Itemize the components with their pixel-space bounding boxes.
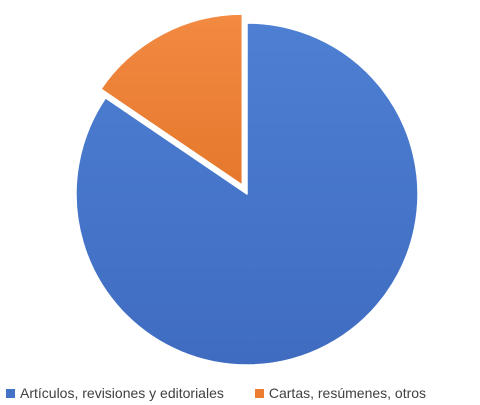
legend-item-cartas: Cartas, resúmenes, otros <box>254 385 427 401</box>
chart-legend: Artículos, revisiones y editoriales Cart… <box>6 383 426 403</box>
pie-slice-cartas <box>100 13 244 186</box>
legend-item-articulos: Artículos, revisiones y editoriales <box>6 385 224 401</box>
legend-label-articulos: Artículos, revisiones y editoriales <box>20 385 224 401</box>
legend-swatch-articulos <box>6 388 15 398</box>
pie-slice-articulos <box>75 22 419 366</box>
legend-label-cartas: Cartas, resúmenes, otros <box>268 385 427 401</box>
pie-slices <box>75 13 419 366</box>
legend-swatch-cartas <box>254 388 264 398</box>
